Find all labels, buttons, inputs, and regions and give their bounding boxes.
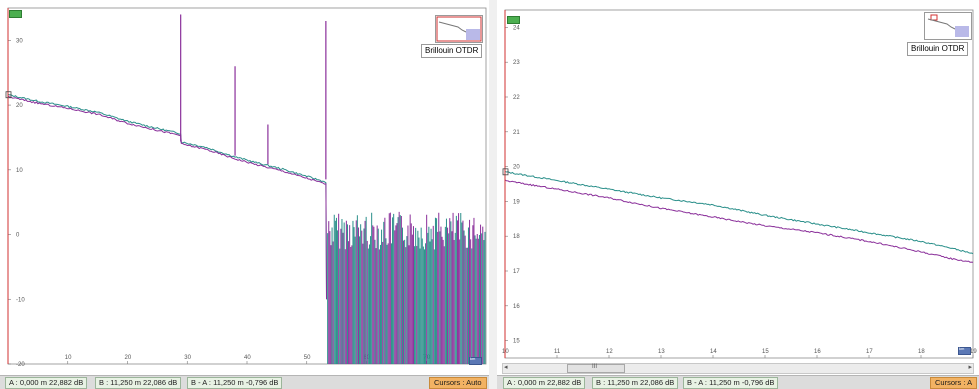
scroll-right-arrow-icon[interactable]: ▸ xyxy=(968,364,972,371)
y-tick-label: 20 xyxy=(513,165,520,171)
overview-thumbnail-graphic xyxy=(927,14,969,37)
plot-frame xyxy=(504,9,974,359)
y-tick-label: -20 xyxy=(16,362,25,368)
km-unit-label: km xyxy=(959,346,965,351)
cursor-a-handle xyxy=(502,168,509,176)
left-trace-chart[interactable]: -20-10010203010203040506070 xyxy=(0,0,489,376)
y-tick-label: 22 xyxy=(513,95,520,101)
overview-thumbnail[interactable] xyxy=(435,15,483,43)
km-unit-icon xyxy=(469,357,482,365)
legend-brillouin-otdr: Brillouin OTDR xyxy=(907,42,969,56)
km-unit-label: km xyxy=(470,356,476,361)
noise-region xyxy=(327,211,486,364)
trace-line-teal xyxy=(504,171,974,255)
scrollbar-grip-icon: III xyxy=(592,364,598,370)
y-tick-label: 24 xyxy=(513,25,520,31)
cursor-a-readout: A : 0,000 m 22,882 dB xyxy=(5,377,88,389)
left-trace-panel: -20-10010203010203040506070 Brillouin OT… xyxy=(0,0,489,389)
scrollbar-thumb[interactable]: III xyxy=(567,364,625,373)
overview-thumbnail[interactable] xyxy=(924,12,972,40)
cursor-b-readout: B : 11,250 m 22,086 dB xyxy=(95,377,182,389)
y-tick-label: 20 xyxy=(16,103,23,109)
y-tick-label: 19 xyxy=(513,199,520,205)
x-tick-label: 12 xyxy=(606,349,613,355)
x-tick-label: 10 xyxy=(65,355,72,361)
right-status-bar: A : 0,000 m 22,882 dB B : 11,250 m 22,08… xyxy=(497,375,979,389)
cursor-ba-readout: B - A : 11,250 m -0,796 dB xyxy=(683,377,779,389)
cursor-a-readout: A : 0,000 m 22,882 dB xyxy=(503,377,586,389)
marker-flag-icon[interactable] xyxy=(507,16,520,24)
cursor-ba-readout: B - A : 11,250 m -0,796 dB xyxy=(187,377,283,389)
trace-line-purple xyxy=(504,179,974,263)
panel-divider xyxy=(489,0,497,389)
y-tick-label: -10 xyxy=(16,297,25,303)
x-tick-label: 20 xyxy=(125,355,132,361)
y-tick-label: 0 xyxy=(16,233,20,239)
x-tick-label: 14 xyxy=(710,349,717,355)
x-tick-label: 50 xyxy=(304,355,311,361)
scroll-left-arrow-icon[interactable]: ◂ xyxy=(504,364,508,371)
left-status-bar: A : 0,000 m 22,882 dB B : 11,250 m 22,08… xyxy=(0,375,489,389)
x-tick-label: 13 xyxy=(658,349,665,355)
right-trace-panel: 15 16 17 18 19 20 21 22 23 24 10 11 12 13 14 15 16 17 18 19… xyxy=(497,0,979,389)
y-tick-label: 21 xyxy=(513,130,520,136)
plot-frame xyxy=(7,7,487,365)
cursor-a-handle xyxy=(5,91,12,99)
cursors-mode-button[interactable]: Cursors : A xyxy=(930,377,978,389)
x-tick-label: 19 xyxy=(970,349,977,355)
y-tick-label: 15 xyxy=(513,339,520,345)
trace-line-purple xyxy=(7,95,327,300)
x-tick-label: 40 xyxy=(244,355,251,361)
x-tick-label: 10 xyxy=(502,349,509,355)
trace-line-teal xyxy=(7,93,327,300)
x-tick-label: 18 xyxy=(918,349,925,355)
legend-brillouin-otdr: Brillouin OTDR xyxy=(421,44,483,58)
cursor-b-readout: B : 11,250 m 22,086 dB xyxy=(592,377,679,389)
x-tick-label: 30 xyxy=(184,355,191,361)
overview-thumbnail-graphic xyxy=(436,16,482,42)
y-tick-label: 23 xyxy=(513,60,520,66)
horizontal-scrollbar[interactable]: ◂ III ▸ xyxy=(502,363,974,374)
x-tick-label: 16 xyxy=(814,349,821,355)
cursors-mode-button[interactable]: Cursors : Auto xyxy=(429,377,487,389)
y-tick-label: 10 xyxy=(16,168,23,174)
marker-flag-icon[interactable] xyxy=(9,10,22,18)
x-tick-label: 15 xyxy=(762,349,769,355)
y-tick-label: 17 xyxy=(513,269,520,275)
km-unit-icon xyxy=(958,347,971,355)
x-tick-label: 17 xyxy=(866,349,873,355)
y-tick-label: 18 xyxy=(513,234,520,240)
y-tick-label: 30 xyxy=(16,38,23,44)
right-trace-chart[interactable]: 15 16 17 18 19 20 21 22 23 24 10 11 12 13 14 15 16 17 18 19 xyxy=(497,0,979,376)
x-tick-label: 11 xyxy=(554,349,561,355)
y-tick-label: 16 xyxy=(513,304,520,310)
